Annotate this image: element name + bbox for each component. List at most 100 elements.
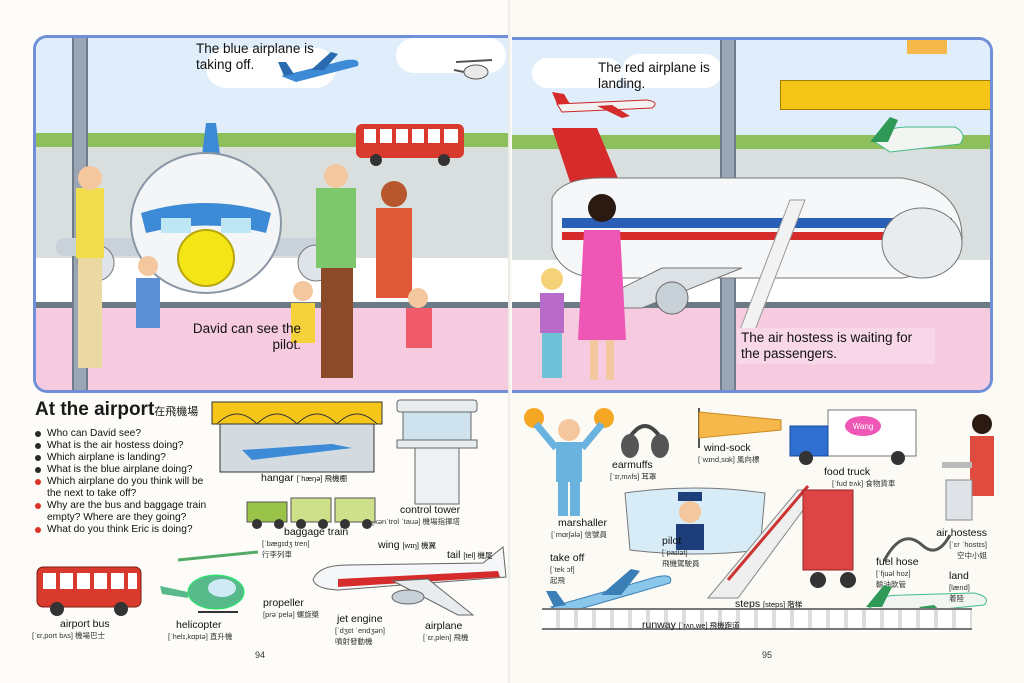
phon-wing: [wɪŋ] 機翼	[402, 541, 437, 550]
wind-sock-illustration	[698, 408, 782, 448]
red-airplane-landing	[552, 92, 656, 118]
phon-pilot: [ˈpaɪlət]	[662, 548, 688, 557]
baggage-train-illustration	[246, 497, 376, 529]
phon-marshaller: [ˈmɑrʃələ] 信號員	[551, 530, 607, 539]
word-airport-bus: airport bus	[60, 618, 110, 630]
label-airplane: airplane [ˈɛr,plen] 飛機	[423, 621, 469, 643]
label-airport-bus: airport bus [ˈɛr,port bʌs] 機場巴士	[32, 618, 110, 641]
phon-airplane: [ˈɛr,plen] 飛機	[423, 633, 469, 642]
question-4: What is the blue airplane doing?	[35, 464, 220, 476]
girl-scene	[540, 268, 564, 378]
section-title: At the airport在飛機場	[35, 399, 198, 421]
phon-tail: [tel] 機尾	[463, 551, 493, 560]
cn-jet-engine: 噴射發動機	[335, 637, 373, 646]
blue-airplane-taking-off	[278, 52, 359, 82]
word-propeller: propeller	[263, 597, 304, 609]
phon-runway: [ˈrʌn,we] 飛機跑道	[678, 621, 740, 630]
fuel-hose-illustration	[882, 534, 952, 562]
label-wind-sock: wind-sock [ˈwɪnd,sɑk] 風向標	[698, 443, 759, 465]
cn-land: 着陸	[949, 594, 964, 603]
label-land: land [lænd] 着陸	[949, 571, 970, 604]
phon-helicopter: [ˈhelɪ,kɑptə] 直升機	[168, 632, 233, 641]
label-take-off: take off [ˈtek ɔf] 起飛	[550, 553, 584, 586]
word-baggage-train: baggage train	[284, 526, 349, 538]
helicopter-illustration	[160, 550, 259, 613]
steps-illustration	[706, 485, 856, 599]
word-fuel-hose: fuel hose	[876, 556, 919, 568]
phon-fuel-hose: [ˈfjuəl hoz]	[876, 569, 911, 578]
word-land: land	[949, 570, 969, 582]
airport-bus-illustration	[36, 566, 142, 616]
phon-steps: [steps] 階梯	[763, 600, 803, 609]
label-food-truck: food truck [ˈfud trʌk] 食物貨車	[822, 467, 895, 489]
airplane-side-illustration	[312, 546, 507, 616]
word-pilot: pilot	[662, 535, 682, 547]
green-airplane-scene	[870, 117, 964, 153]
control-tower-illustration	[396, 399, 478, 505]
cn-take-off: 起飛	[550, 576, 565, 585]
section-title-cn: 在飛機場	[154, 406, 199, 418]
word-airplane: airplane	[425, 620, 463, 632]
runway-illustration	[542, 608, 972, 630]
question-list: Who can David see? What is the air hoste…	[35, 428, 220, 536]
question-5: Which airplane do you think will be the …	[35, 476, 220, 499]
label-runway: runway [ˈrʌn,we] 飛機跑道	[642, 620, 740, 631]
air-hostess-illustration	[942, 414, 994, 521]
question-7: What do you think Eric is doing?	[35, 524, 220, 536]
phon-propeller: [prəˈpelə] 螺旋槳	[263, 610, 320, 619]
right-page: The red airplane is landing. The air hos…	[512, 0, 1024, 683]
label-hangar: hangar [ˈhæŋə] 飛機棚	[261, 473, 347, 484]
word-runway: runway	[642, 619, 676, 631]
word-wing: wing	[378, 539, 400, 551]
phon-baggage-train: [ˈbægɪdʒ tren]	[262, 539, 310, 548]
word-steps: steps	[735, 598, 761, 610]
phon-take-off: [ˈtek ɔf]	[550, 565, 575, 574]
word-marshaller: marshaller	[557, 517, 607, 529]
cn-pilot: 飛機駕駛員	[662, 559, 700, 568]
label-marshaller: marshaller [ˈmɑrʃələ] 信號員	[532, 518, 607, 540]
airport-scene-left: The blue airplane is taking off. David c…	[33, 35, 512, 393]
section-title-en: At the airport	[35, 399, 155, 420]
phon-earmuffs: [ˈɪr,mʌfs] 耳罩	[610, 472, 657, 481]
caption-hostess: The air hostess is waiting for the passe…	[737, 328, 935, 364]
hangar-scene	[780, 80, 990, 110]
word-take-off: take off	[550, 552, 585, 564]
wind-sock-scene	[907, 40, 947, 54]
phon-wind-sock: [ˈwɪnd,sɑk] 風向標	[698, 455, 760, 464]
label-tail: tail [tel] 機尾	[447, 550, 493, 561]
hangar-illustration	[211, 401, 383, 473]
label-wing: wing [wɪŋ] 機翼	[378, 540, 436, 551]
earmuffs-illustration	[621, 424, 669, 458]
question-2: What is the air hostess doing?	[35, 440, 220, 452]
page-number-right: 95	[762, 650, 773, 660]
phon-control-tower: [kənˈtrol ˈtauə] 機場指揮塔	[372, 517, 460, 526]
cn-fuel-hose: 輸油軟管	[876, 580, 906, 589]
food-truck-illustration: Wang	[789, 409, 917, 465]
phon-hangar: [ˈhæŋə] 飛機棚	[296, 474, 348, 483]
question-1: Who can David see?	[35, 428, 220, 440]
label-control-tower: control tower [kənˈtrol ˈtauə] 機場指揮塔	[372, 505, 460, 527]
label-propeller: propeller [prəˈpelə] 螺旋槳	[263, 598, 319, 620]
food-truck-logo: Wang	[853, 422, 874, 431]
airplane-front-view	[56, 123, 356, 294]
cn-baggage-train: 行李列車	[262, 550, 292, 559]
label-baggage-train: baggage train [ˈbægɪdʒ tren] 行李列車	[262, 527, 348, 560]
take-off-airplane-illustration	[546, 569, 672, 614]
word-wind-sock: wind-sock	[704, 442, 751, 454]
air-hostess-scene	[578, 194, 626, 380]
pilot-illustration	[624, 487, 766, 555]
marshaller-illustration	[524, 408, 614, 516]
word-earmuffs: earmuffs	[612, 459, 653, 471]
boarding-steps-scene	[739, 199, 806, 331]
phon-air-hostess: [ˈɛr ˈhostɪs]	[949, 540, 987, 549]
label-air-hostess: air hostess [ˈɛr ˈhostɪs] 空中小姐	[917, 528, 987, 561]
page-number-left: 94	[255, 650, 266, 660]
left-page: The blue airplane is taking off. David c…	[32, 35, 512, 660]
word-control-tower: control tower	[400, 504, 461, 516]
question-6: Why are the bus and baggage train empty?…	[35, 500, 220, 523]
label-jet-engine: jet engine [ˈdʒɛt ˈendʒən] 噴射發動機	[335, 614, 385, 647]
label-fuel-hose: fuel hose [ˈfjuəl hoz] 輸油軟管	[876, 557, 919, 590]
helicopter-small	[453, 59, 493, 80]
word-food-truck: food truck	[824, 466, 871, 478]
question-3: Which airplane is landing?	[35, 452, 220, 464]
